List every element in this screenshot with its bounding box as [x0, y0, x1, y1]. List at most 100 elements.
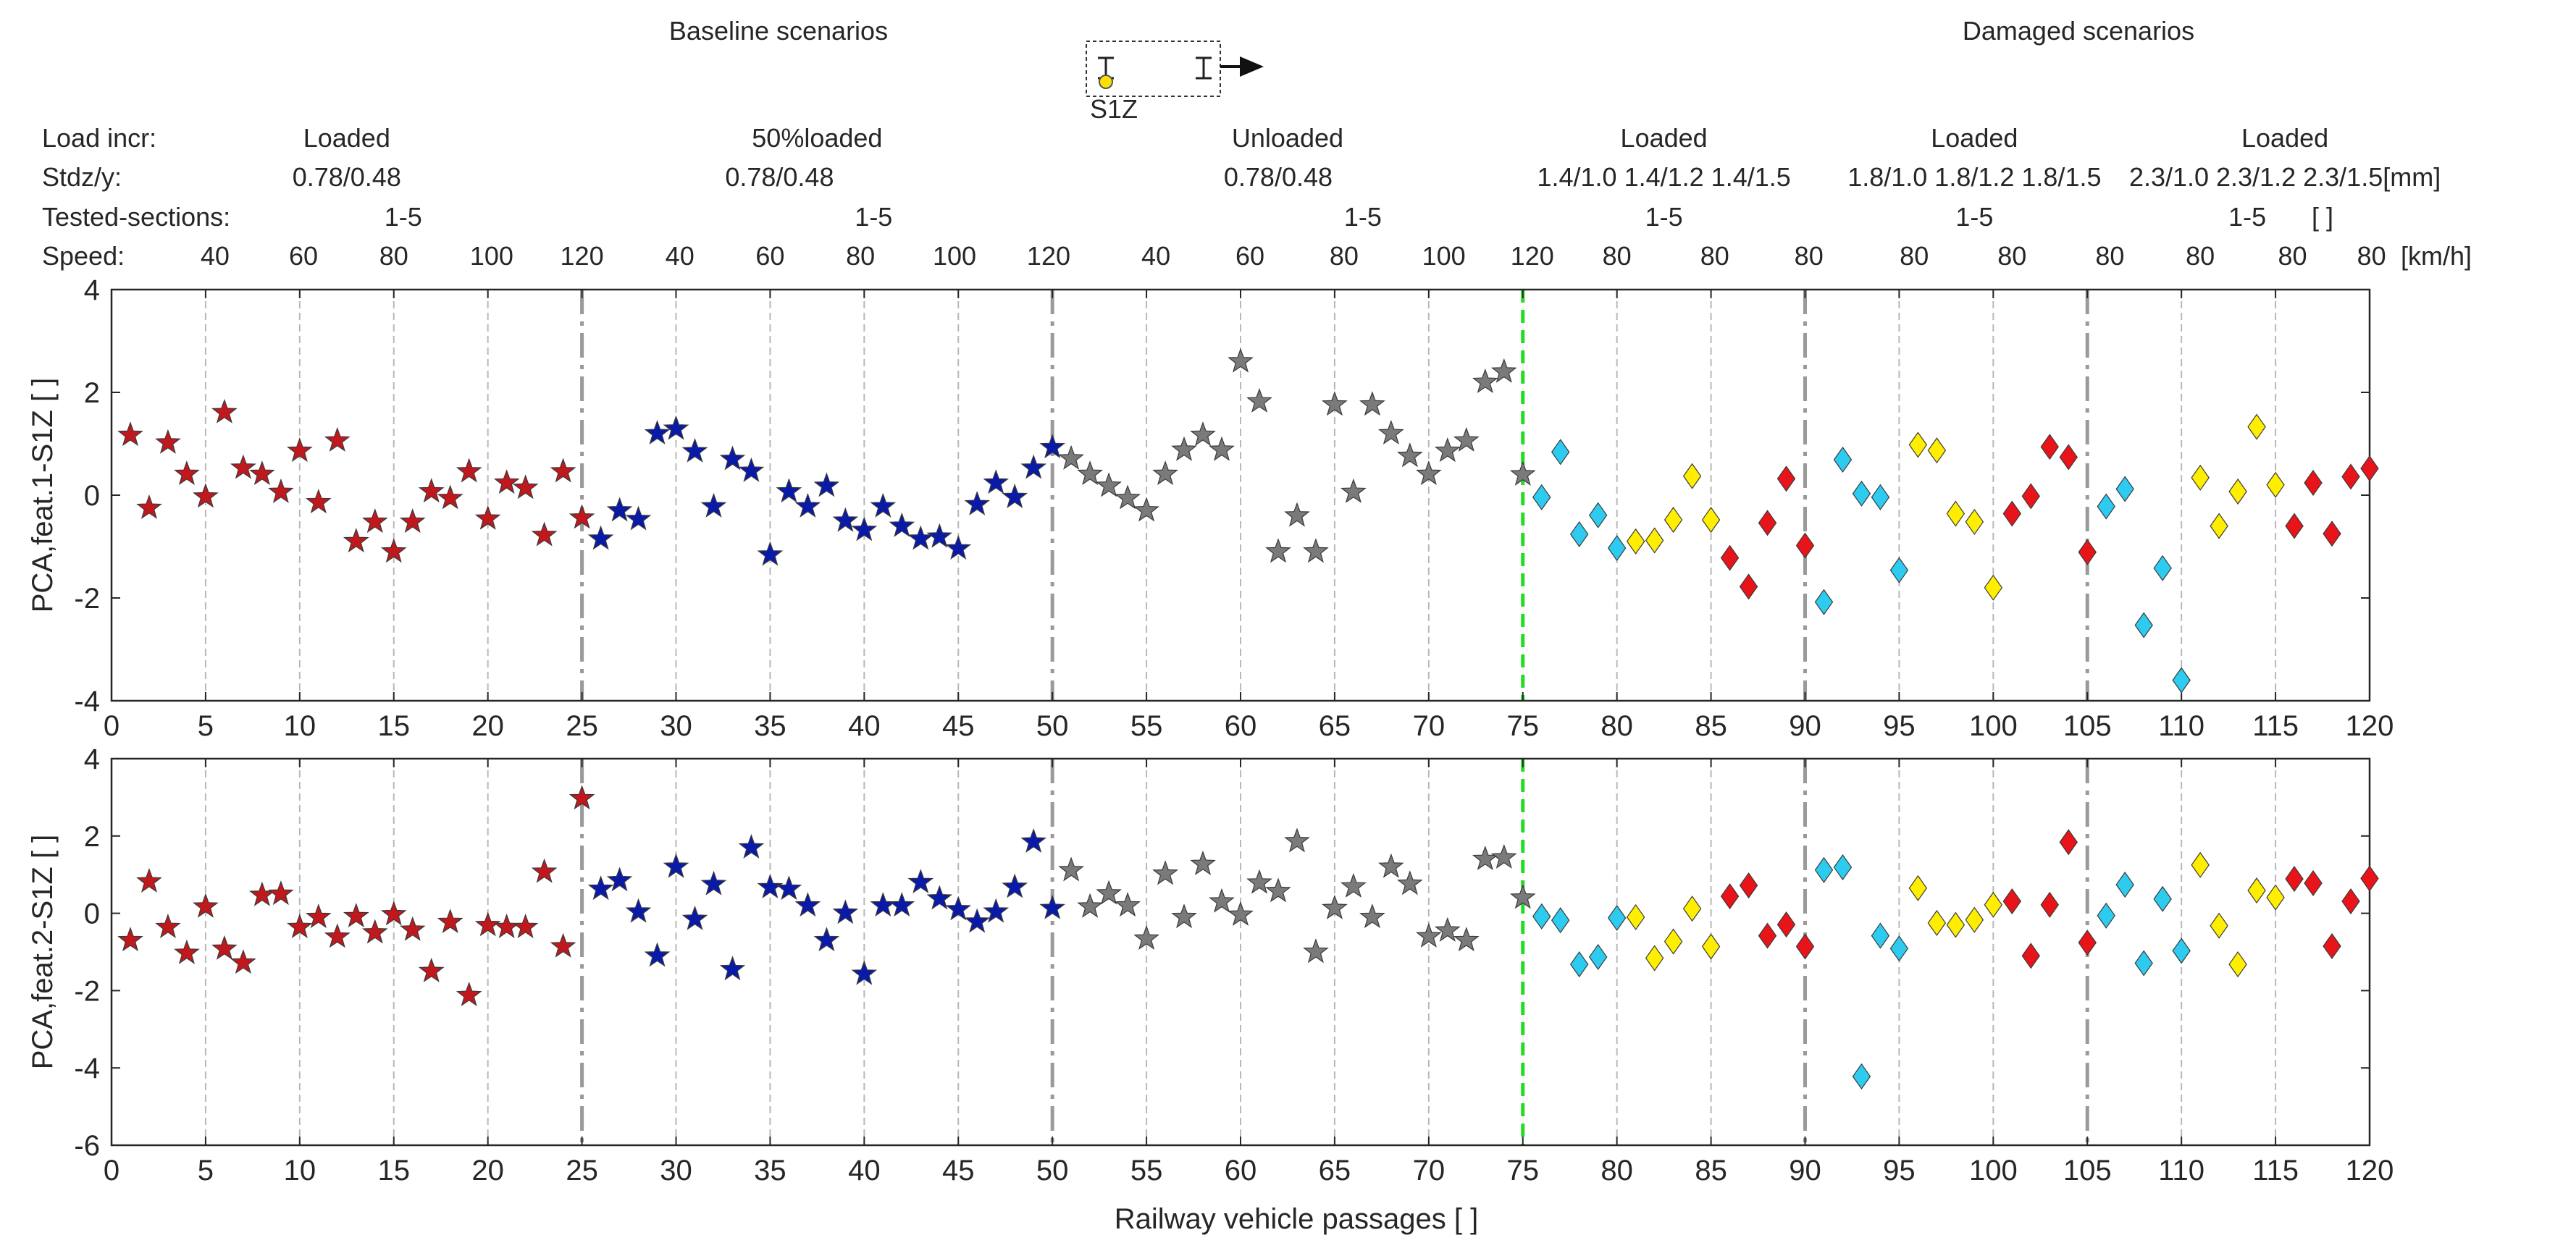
star-data-point: [1434, 916, 1461, 942]
star-data-point: [587, 525, 614, 550]
star-data-point: [1509, 884, 1536, 909]
x-tick-label: 115: [2252, 1155, 2299, 1187]
star-data-point: [719, 956, 746, 981]
star-data-point: [193, 483, 219, 508]
star-data-point: [174, 939, 200, 964]
diamond-data-point: [1645, 945, 1664, 971]
sensor-label: S1Z: [1090, 94, 1138, 124]
y-tick-label: 2: [84, 377, 100, 409]
star-data-point: [983, 469, 1010, 494]
x-tick-label: 55: [1130, 710, 1163, 742]
star-data-point: [1152, 460, 1178, 486]
x-tick-label: 115: [2252, 710, 2299, 742]
diamond-data-point: [2097, 493, 2115, 520]
x-tick-label: 25: [566, 1155, 598, 1187]
diamond-data-point: [1720, 544, 1740, 571]
x-tick-label: 60: [1225, 1155, 1257, 1187]
x-tick-label: 105: [2063, 1155, 2112, 1187]
star-data-point: [757, 541, 784, 566]
star-data-point: [1341, 873, 1367, 898]
speed-label: 80: [2186, 241, 2215, 271]
star-data-point: [493, 469, 520, 494]
speed-label: 80: [1900, 241, 1929, 271]
speed-label: 100: [470, 241, 513, 271]
star-data-point: [230, 949, 256, 974]
x-tick-label: 80: [1600, 710, 1633, 742]
star-data-point: [193, 893, 219, 918]
header-table: Load incr: Stdz/y: Tested-sections: Speed: L…: [42, 123, 2472, 271]
y-tick-label: 4: [84, 274, 100, 306]
star-data-point: [813, 927, 840, 952]
diamond-data-point: [2002, 888, 2022, 915]
star-data-point: [1171, 436, 1197, 461]
star-data-point: [418, 478, 445, 503]
x-tick-label: 95: [1883, 1155, 1916, 1187]
y-tick-label: -4: [74, 1053, 100, 1084]
diamond-data-point: [2360, 455, 2379, 482]
star-data-point: [1378, 853, 1404, 878]
diamond-data-point: [1795, 532, 1815, 559]
diamond-data-point: [1927, 437, 1947, 464]
star-data-point: [474, 911, 501, 937]
diamond-data-point: [1908, 431, 1928, 458]
diamond-data-point: [2304, 469, 2323, 497]
diamond-data-point: [2115, 476, 2134, 502]
star-data-point: [343, 528, 369, 553]
star-data-point: [249, 460, 275, 486]
speed-label: 80: [379, 241, 408, 271]
star-data-point: [794, 892, 821, 917]
speed-label: 60: [755, 241, 784, 271]
star-data-point: [1416, 460, 1442, 486]
diamond-data-point: [2134, 612, 2153, 638]
star-data-point: [907, 525, 934, 550]
star-data-point: [1265, 538, 1291, 563]
diamond-data-point: [1607, 904, 1627, 932]
star-data-point: [700, 870, 727, 895]
x-tick-label: 10: [284, 1155, 316, 1187]
x-tick-label: 30: [660, 710, 692, 742]
star-data-point: [437, 484, 463, 510]
star-data-point: [1359, 391, 1385, 416]
star-data-point: [926, 523, 953, 548]
diamond-data-point: [2097, 902, 2115, 929]
diamond-data-point: [2172, 667, 2191, 694]
x-tick-label: 50: [1036, 1155, 1069, 1187]
star-data-point: [1397, 442, 1423, 468]
y-tick-label: 4: [84, 743, 100, 775]
x-tick-label: 70: [1413, 1155, 1446, 1187]
star-data-point: [305, 489, 332, 514]
diamond-data-point: [1833, 446, 1853, 473]
star-data-point: [1284, 502, 1310, 527]
diamond-data-point: [1588, 502, 1608, 528]
diamond-data-point: [1908, 874, 1928, 901]
diamond-data-point: [1776, 465, 1796, 492]
star-data-point: [1096, 880, 1122, 905]
diamond-data-point: [1682, 895, 1702, 922]
star-data-point: [1490, 358, 1517, 383]
diamond-data-point: [1645, 527, 1664, 554]
star-data-point: [1228, 347, 1254, 373]
diamond-data-point: [2323, 932, 2341, 960]
star-data-point: [1303, 538, 1329, 563]
tested-sections-label: 1-5: [1955, 202, 1993, 232]
diamond-data-point: [1946, 911, 1965, 938]
x-tick-label: 120: [2346, 710, 2394, 742]
y-axis-label: PCA,feat.2-S1Z [ ]: [27, 835, 59, 1070]
star-data-point: [287, 437, 313, 463]
x-tick-label: 35: [754, 710, 786, 742]
star-data-point: [1077, 893, 1103, 918]
tested-sections-label: 1-5: [385, 202, 422, 232]
star-data-point: [644, 942, 671, 967]
diamond-data-point: [1795, 933, 1815, 960]
speed-label: 80: [846, 241, 875, 271]
star-data-point: [663, 415, 689, 440]
stdzy-label: 0.78/0.48: [1224, 162, 1333, 192]
star-data-point: [117, 927, 143, 952]
baseline-scenarios-title: Baseline scenarios: [669, 16, 888, 46]
diamond-data-point: [2191, 464, 2210, 491]
stdzy-label: 0.78/0.48: [293, 162, 401, 192]
diamond-data-point: [1776, 911, 1796, 938]
diamond-data-point: [1889, 557, 1909, 583]
star-data-point: [1171, 903, 1197, 929]
star-data-point: [907, 869, 934, 894]
